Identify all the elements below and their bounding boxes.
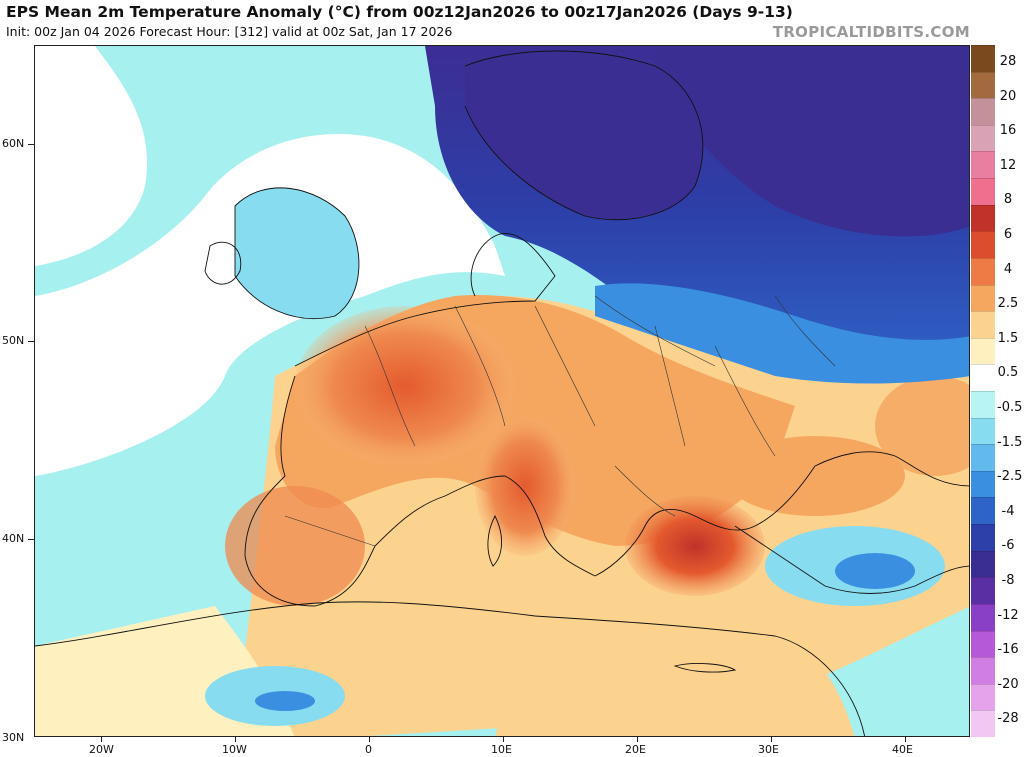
- lon-label-10w: 10W: [222, 743, 247, 756]
- colorbar-swatch: [971, 311, 995, 338]
- map-svg: [35, 46, 969, 736]
- colorbar-swatch: [971, 657, 995, 684]
- colorbar-swatch: [971, 683, 995, 711]
- colorbar-swatch: [971, 71, 995, 99]
- colorbar-label: 0.5: [997, 365, 1019, 381]
- colorbar-swatch: [971, 417, 995, 445]
- country-borders: [284, 295, 836, 547]
- lon-label-0: 0: [365, 743, 372, 756]
- colorbar-label: 28: [999, 54, 1017, 69]
- lat-label-30n: 30N: [2, 731, 25, 744]
- colorbar-label: -4: [1001, 503, 1015, 519]
- lat-label-60n: 60N: [2, 137, 25, 150]
- lat-tick-60n: [28, 144, 34, 145]
- lon-label-40e: 40E: [892, 743, 913, 756]
- lon-tick-10w: [235, 737, 236, 742]
- colorbar-swatch: [971, 98, 995, 125]
- france-hot-spot: [295, 306, 515, 466]
- brand-watermark[interactable]: TROPICALTIDBITS.COM: [772, 23, 970, 41]
- scandinavia-very-cold: [465, 51, 703, 220]
- lat-label-50n: 50N: [2, 334, 25, 347]
- colorbar-label: -2.5: [997, 469, 1023, 485]
- lon-tick-30e: [771, 737, 772, 742]
- aegean-hot-spot: [625, 496, 765, 596]
- colorbar-swatch: [971, 391, 995, 418]
- colorbar-label: 20: [999, 88, 1017, 104]
- colorbar-swatch: [971, 603, 995, 631]
- colorbar-swatch: [971, 124, 995, 152]
- map-title: EPS Mean 2m Temperature Anomaly (°C) fro…: [6, 3, 793, 21]
- colorbar-swatch: [971, 444, 995, 471]
- colorbar-legend: 28 20 16 12 8 6 4 2.5 1.5 0.5 -0.5 -1.5 -2.5 -4 -6 -8 -1…: [971, 45, 1022, 737]
- colorbar-swatch: [971, 45, 995, 72]
- map-subtitle: Init: 00z Jan 04 2026 Forecast Hour: [31…: [6, 24, 453, 39]
- colorbar-label: -8: [1001, 573, 1015, 588]
- lon-label-10e: 10E: [491, 743, 512, 756]
- eastern-europe-cool: [595, 283, 969, 384]
- africa-light-warm: [495, 606, 855, 736]
- atlantic-west-white: [35, 46, 147, 266]
- colorbar-swatch: [971, 204, 995, 232]
- colorbar-swatch: [971, 151, 995, 179]
- lon-label-30e: 30E: [758, 743, 779, 756]
- russia-very-cold: [655, 46, 969, 237]
- colorbar-swatch: [971, 524, 995, 551]
- colorbar-label: -16: [997, 642, 1019, 658]
- lat-tick-40n: [28, 539, 34, 540]
- colorbar-swatch: [971, 284, 995, 312]
- colorbar-label: -28: [997, 711, 1019, 727]
- colorbar-swatch: [971, 550, 995, 578]
- lon-tick-10e: [503, 737, 504, 742]
- colorbar-label: 16: [999, 123, 1017, 139]
- lon-label-20e: 20E: [625, 743, 646, 756]
- colorbar-label: -1.5: [997, 434, 1023, 450]
- colorbar-swatch: [971, 178, 995, 205]
- lat-label-40n: 40N: [2, 532, 25, 545]
- coastlines: [35, 50, 969, 736]
- colorbar-label: -20: [997, 676, 1019, 692]
- colorbar-swatch: [971, 364, 995, 391]
- colorbar-label: 4: [1003, 261, 1013, 277]
- colorbar-label: -6: [1001, 538, 1015, 554]
- italy-hot-spot: [475, 416, 575, 556]
- caspian-warm: [875, 376, 969, 476]
- colorbar-swatch: [971, 231, 995, 258]
- colorbar-swatch: [971, 577, 995, 604]
- lat-tick-50n: [28, 341, 34, 342]
- colorbar-label: 2.5: [997, 296, 1019, 312]
- colorbar-swatch: [971, 337, 995, 365]
- colorbar-swatch: [971, 630, 995, 658]
- colorbar-swatch: [971, 470, 995, 498]
- colorbar-label: 1.5: [997, 330, 1019, 346]
- turkey-cold-core: [835, 553, 915, 589]
- lon-tick-0: [369, 737, 370, 742]
- lon-tick-20e: [637, 737, 638, 742]
- lon-tick-20w: [101, 737, 102, 742]
- black-sea-warm: [725, 436, 905, 516]
- colorbar-label: -0.5: [997, 400, 1023, 415]
- colorbar-swatch: [971, 497, 995, 525]
- colorbar-label: -12: [997, 607, 1019, 623]
- british-isles-cool: [235, 187, 359, 319]
- colorbar-swatch: [971, 257, 995, 285]
- colorbar-label: 12: [999, 157, 1017, 173]
- colorbar-label: 6: [1003, 227, 1013, 242]
- colorbar-swatch: [971, 710, 995, 737]
- atlas-cold-core: [255, 691, 315, 711]
- iberia-warm: [225, 486, 365, 606]
- lon-tick-40e: [905, 737, 906, 742]
- temperature-anomaly-map: [34, 45, 970, 737]
- colorbar-label: 8: [1003, 192, 1013, 208]
- lon-label-20w: 20W: [89, 743, 114, 756]
